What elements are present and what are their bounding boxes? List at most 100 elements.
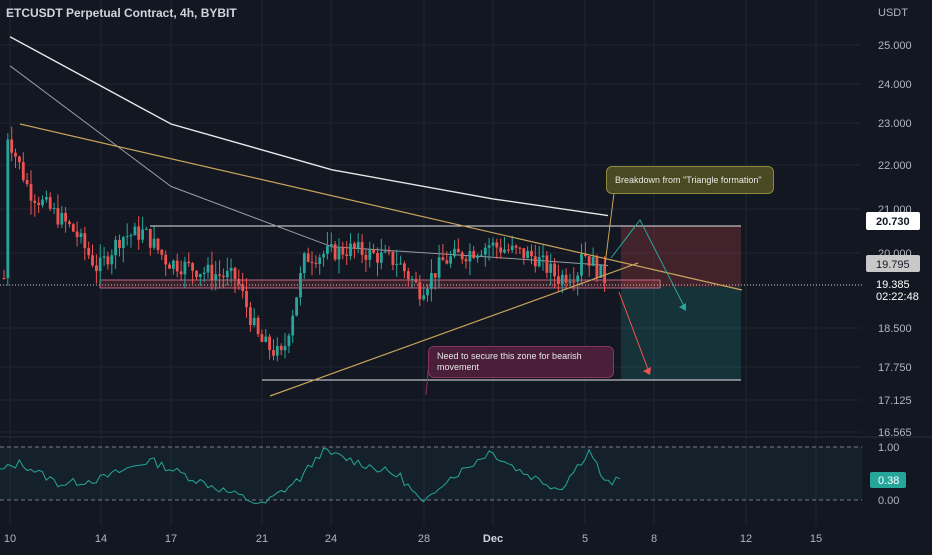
upper-zone-price-tag[interactable] <box>866 212 920 230</box>
secure-zone-callout[interactable]: Need to secure this zone for bearish mov… <box>428 346 614 378</box>
candle[interactable] <box>464 259 468 262</box>
candle[interactable] <box>206 264 210 273</box>
candle[interactable] <box>179 271 183 275</box>
candle[interactable] <box>175 260 179 272</box>
candle[interactable] <box>476 255 479 258</box>
candle[interactable] <box>322 254 325 258</box>
candle[interactable] <box>591 257 595 266</box>
candle[interactable] <box>430 273 433 289</box>
triangle-lower-trendline[interactable] <box>269 262 639 397</box>
candle[interactable] <box>18 156 21 163</box>
candle[interactable] <box>487 245 491 248</box>
candle[interactable] <box>318 257 322 264</box>
candle[interactable] <box>372 249 375 253</box>
candle[interactable] <box>121 237 125 248</box>
candle[interactable] <box>391 251 395 265</box>
candle[interactable] <box>79 233 83 238</box>
candle[interactable] <box>306 253 310 262</box>
candle[interactable] <box>52 208 56 209</box>
bearish-projection-path[interactable] <box>610 219 686 309</box>
candle[interactable] <box>229 267 233 271</box>
candle[interactable] <box>326 245 329 254</box>
candle[interactable] <box>202 272 206 275</box>
candle[interactable] <box>291 315 295 336</box>
candle[interactable] <box>399 263 402 265</box>
candle[interactable] <box>499 247 503 253</box>
candle[interactable] <box>568 281 572 283</box>
candle[interactable] <box>456 248 460 253</box>
candle[interactable] <box>141 229 144 240</box>
candle[interactable] <box>368 249 372 260</box>
candle[interactable] <box>333 244 337 260</box>
candle[interactable] <box>468 251 472 262</box>
candle[interactable] <box>164 254 168 265</box>
candle[interactable] <box>337 246 341 260</box>
candle[interactable] <box>168 264 171 269</box>
candle[interactable] <box>387 251 391 253</box>
candle[interactable] <box>60 212 64 225</box>
candle[interactable] <box>560 274 564 285</box>
candle[interactable] <box>56 208 60 225</box>
candle[interactable] <box>472 251 476 258</box>
candle[interactable] <box>595 257 599 278</box>
candle[interactable] <box>114 239 117 256</box>
candle[interactable] <box>87 248 91 256</box>
candle[interactable] <box>187 261 191 264</box>
price-axis[interactable]: USDT 25.000 24.000 23.000 22.000 21.000 … <box>866 7 920 507</box>
candle[interactable] <box>183 261 187 275</box>
stop-loss-zone[interactable] <box>621 226 741 287</box>
candle[interactable] <box>41 199 44 206</box>
candle[interactable] <box>483 247 487 255</box>
candle[interactable] <box>71 224 75 232</box>
candle[interactable] <box>75 231 79 238</box>
candle[interactable] <box>287 335 291 347</box>
candle[interactable] <box>106 256 110 265</box>
candle[interactable] <box>68 221 71 225</box>
candle[interactable] <box>237 278 241 285</box>
candle[interactable] <box>252 317 256 325</box>
candle[interactable] <box>64 212 67 222</box>
candle[interactable] <box>460 252 464 260</box>
candle[interactable] <box>426 288 429 296</box>
candle[interactable] <box>445 260 449 264</box>
triangle-upper-trendline[interactable] <box>19 123 743 291</box>
candle[interactable] <box>329 244 333 246</box>
candle[interactable] <box>507 249 510 251</box>
candle[interactable] <box>418 282 422 300</box>
candle[interactable] <box>148 228 152 248</box>
candle[interactable] <box>283 346 287 351</box>
candle[interactable] <box>541 255 545 258</box>
breakdown-callout[interactable]: Breakdown from "Triangle formation" <box>606 166 774 194</box>
candle[interactable] <box>133 226 137 236</box>
candle[interactable] <box>349 243 352 257</box>
candle[interactable] <box>510 245 514 250</box>
candle[interactable] <box>225 271 229 278</box>
candle[interactable] <box>268 336 271 351</box>
candle[interactable] <box>360 242 364 255</box>
candle[interactable] <box>530 250 533 257</box>
candle[interactable] <box>572 281 576 283</box>
candle[interactable] <box>495 242 499 248</box>
candle[interactable] <box>341 246 345 255</box>
candle[interactable] <box>102 256 106 258</box>
candle[interactable] <box>95 265 98 272</box>
current-price-tag[interactable] <box>866 276 920 304</box>
candle[interactable] <box>587 256 591 266</box>
candle[interactable] <box>14 152 17 157</box>
candle[interactable] <box>356 242 360 249</box>
candle[interactable] <box>214 274 218 281</box>
candle[interactable] <box>129 235 133 237</box>
candle[interactable] <box>441 257 445 261</box>
candle[interactable] <box>310 261 314 263</box>
candle[interactable] <box>553 263 556 277</box>
candle[interactable] <box>414 278 418 283</box>
candle[interactable] <box>2 278 6 279</box>
support-resistance-levels[interactable] <box>0 225 862 381</box>
candle[interactable] <box>233 267 237 279</box>
candle[interactable] <box>256 317 260 335</box>
candle[interactable] <box>118 239 121 248</box>
candle[interactable] <box>272 350 275 356</box>
candle[interactable] <box>98 257 102 272</box>
take-profit-zone[interactable] <box>621 287 741 380</box>
